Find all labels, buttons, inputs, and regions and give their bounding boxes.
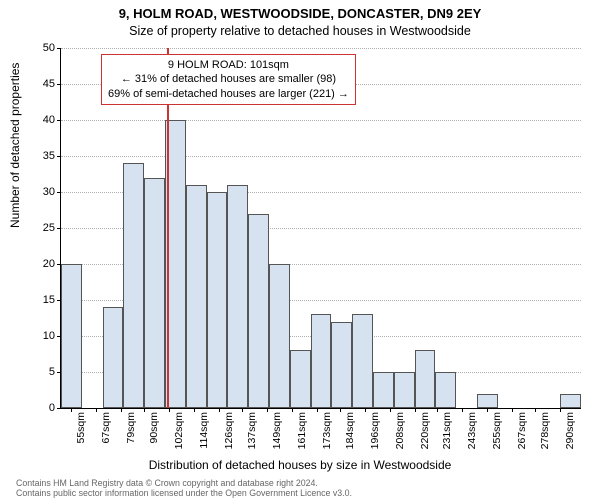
annotation-line-3: 69% of semi-detached houses are larger (… — [108, 87, 349, 101]
footer-line-2: Contains public sector information licen… — [16, 488, 352, 498]
xtick-label: 220sqm — [419, 412, 431, 449]
xtick-mark — [535, 408, 536, 412]
histogram-bar — [103, 307, 124, 408]
xtick-label: 173sqm — [321, 412, 333, 449]
xtick-mark — [317, 408, 318, 412]
xtick-label: 55sqm — [75, 412, 87, 444]
xtick-mark — [560, 408, 561, 412]
histogram-bar — [373, 372, 394, 408]
histogram-bar — [269, 264, 290, 408]
histogram-bar — [331, 322, 352, 408]
gridline — [61, 48, 581, 49]
histogram-bar — [186, 185, 207, 408]
histogram-bar — [311, 314, 332, 408]
xtick-mark — [390, 408, 391, 412]
xtick-mark — [219, 408, 220, 412]
histogram-bar — [560, 394, 581, 408]
histogram-bar — [477, 394, 498, 408]
xtick-label: 149sqm — [271, 412, 283, 449]
gridline — [61, 156, 581, 157]
xtick-label: 67sqm — [100, 412, 112, 444]
annotation-box: 9 HOLM ROAD: 101sqm ← 31% of detached ho… — [101, 54, 356, 105]
ytick-label: 25 — [43, 222, 61, 234]
xtick-mark — [292, 408, 293, 412]
xtick-label: 126sqm — [223, 412, 235, 449]
xtick-mark — [242, 408, 243, 412]
xtick-mark — [267, 408, 268, 412]
xtick-label: 255sqm — [491, 412, 503, 449]
xtick-label: 196sqm — [369, 412, 381, 449]
xtick-mark — [144, 408, 145, 412]
xtick-mark — [437, 408, 438, 412]
ytick-label: 35 — [43, 150, 61, 162]
histogram-bar — [123, 163, 144, 408]
histogram-bar — [415, 350, 436, 408]
plot-area: 9 HOLM ROAD: 101sqm ← 31% of detached ho… — [60, 48, 581, 409]
y-axis-label: Number of detached properties — [8, 63, 22, 228]
xtick-mark — [365, 408, 366, 412]
xtick-label: 102sqm — [173, 412, 185, 449]
ytick-label: 20 — [43, 258, 61, 270]
chart-container: 9, HOLM ROAD, WESTWOODSIDE, DONCASTER, D… — [0, 0, 600, 500]
xtick-mark — [169, 408, 170, 412]
histogram-bar — [352, 314, 373, 408]
xtick-label: 114sqm — [198, 412, 210, 449]
footer-line-1: Contains HM Land Registry data © Crown c… — [16, 478, 352, 488]
xtick-mark — [71, 408, 72, 412]
xtick-mark — [487, 408, 488, 412]
histogram-bar — [435, 372, 456, 408]
xtick-label: 79sqm — [125, 412, 137, 444]
ytick-label: 15 — [43, 294, 61, 306]
xtick-mark — [121, 408, 122, 412]
xtick-label: 90sqm — [148, 412, 160, 444]
histogram-bar — [61, 264, 82, 408]
xtick-label: 278sqm — [539, 412, 551, 449]
annotation-line-1: 9 HOLM ROAD: 101sqm — [108, 58, 349, 72]
histogram-bar — [144, 178, 165, 408]
chart-title-main: 9, HOLM ROAD, WESTWOODSIDE, DONCASTER, D… — [0, 6, 600, 21]
xtick-label: 208sqm — [394, 412, 406, 449]
ytick-label: 50 — [43, 42, 61, 54]
xtick-mark — [512, 408, 513, 412]
xtick-label: 184sqm — [344, 412, 356, 449]
histogram-bar — [227, 185, 248, 408]
ytick-label: 0 — [49, 402, 61, 414]
chart-title-sub: Size of property relative to detached ho… — [0, 24, 600, 38]
x-axis-label: Distribution of detached houses by size … — [0, 458, 600, 472]
footer-attribution: Contains HM Land Registry data © Crown c… — [16, 478, 352, 498]
xtick-label: 243sqm — [466, 412, 478, 449]
annotation-line-2: ← 31% of detached houses are smaller (98… — [108, 72, 349, 86]
xtick-label: 137sqm — [246, 412, 258, 449]
xtick-label: 231sqm — [441, 412, 453, 449]
ytick-label: 30 — [43, 186, 61, 198]
xtick-mark — [340, 408, 341, 412]
xtick-label: 290sqm — [564, 412, 576, 449]
xtick-mark — [462, 408, 463, 412]
ytick-label: 5 — [49, 366, 61, 378]
xtick-mark — [96, 408, 97, 412]
histogram-bar — [248, 214, 269, 408]
xtick-mark — [194, 408, 195, 412]
xtick-mark — [415, 408, 416, 412]
xtick-label: 267sqm — [516, 412, 528, 449]
xtick-label: 161sqm — [296, 412, 308, 449]
ytick-label: 10 — [43, 330, 61, 342]
ytick-label: 45 — [43, 78, 61, 90]
histogram-bar — [394, 372, 415, 408]
ytick-label: 40 — [43, 114, 61, 126]
histogram-bar — [207, 192, 228, 408]
histogram-bar — [290, 350, 311, 408]
gridline — [61, 120, 581, 121]
